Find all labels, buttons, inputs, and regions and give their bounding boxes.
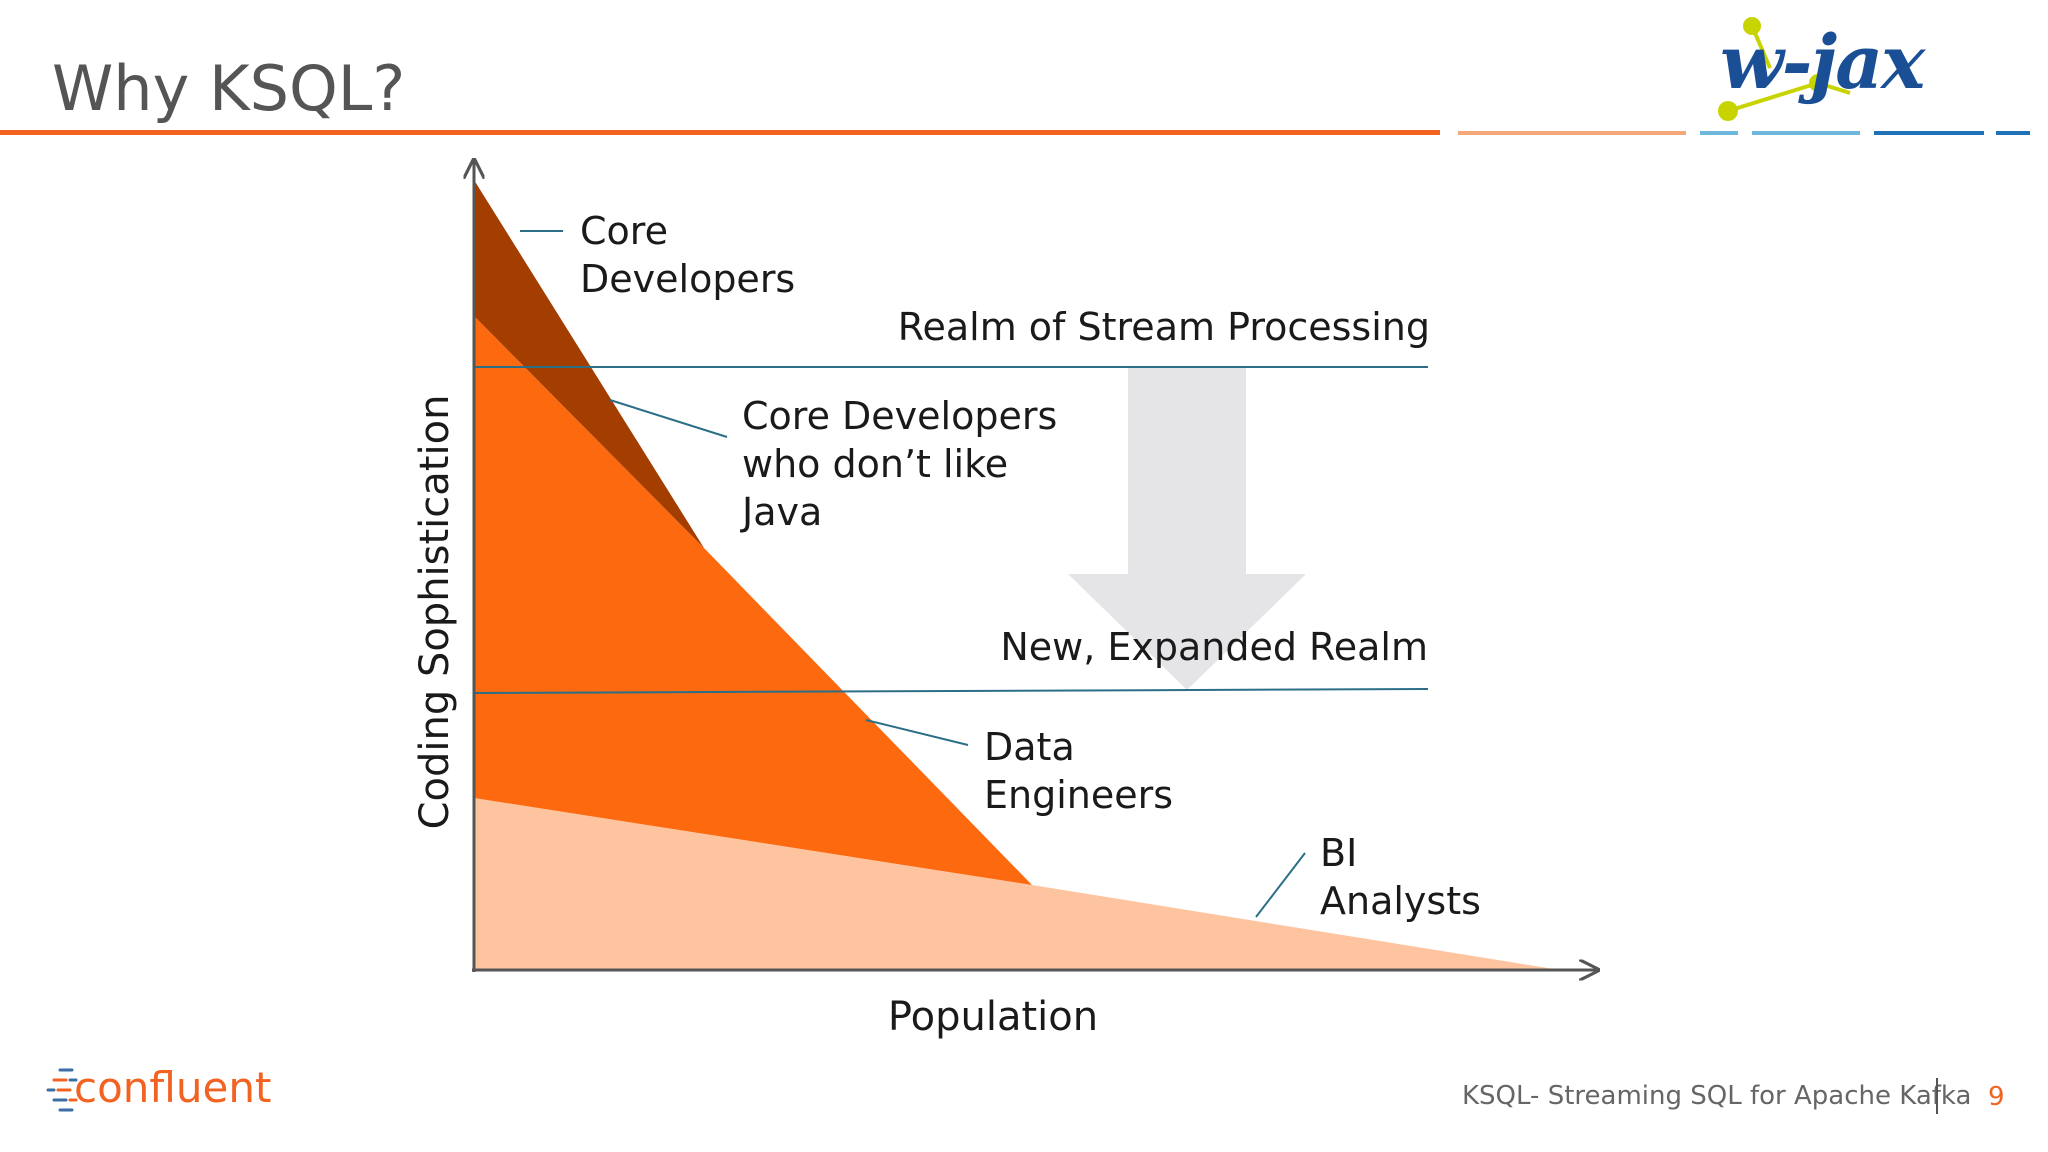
footer-text: KSQL- Streaming SQL for Apache Kafka <box>1462 1081 1972 1111</box>
label-core-no-java-line3: Java <box>740 490 822 534</box>
svg-text:BI: BI <box>1320 831 1357 875</box>
y-axis-label: Coding Sophistication <box>412 395 458 830</box>
leader-core-no-java <box>609 399 728 438</box>
header-dash-blue <box>1700 131 1738 135</box>
svg-text:Core Developers: Core Developers <box>742 394 1057 438</box>
page-number: 9 <box>1988 1082 2005 1112</box>
core-developers-region <box>474 180 704 548</box>
svg-text:Engineers: Engineers <box>984 773 1173 817</box>
realm-bottom-line <box>473 688 1429 694</box>
svg-text:who don’t like: who don’t like <box>742 442 1008 486</box>
downward-arrow-icon <box>1068 368 1306 690</box>
svg-text:Java: Java <box>740 490 822 534</box>
slide-title: Why KSQL? <box>52 52 406 125</box>
leader-bi-analysts <box>1255 852 1306 918</box>
header-dash-orange <box>1458 131 1686 135</box>
label-data-engineers-line2: Engineers <box>984 773 1173 817</box>
label-bi-analysts-line1: BI <box>1320 831 1357 875</box>
header-dash-blue <box>1874 131 1984 135</box>
header-rule <box>0 130 1440 135</box>
x-axis-label: Population <box>888 994 1098 1040</box>
label-bi-analysts-line2: Analysts <box>1320 879 1481 923</box>
svg-text:confluent: confluent <box>74 1063 271 1112</box>
leader-data-engineers <box>865 719 969 746</box>
label-core-no-java-line2: who don’t like <box>742 442 1008 486</box>
bi-analysts-region <box>474 798 1560 970</box>
header-dash-blue <box>1752 131 1860 135</box>
svg-text:Data: Data <box>984 725 1075 769</box>
footer-divider <box>1936 1078 1938 1114</box>
realm-bottom-label: New, Expanded Realm <box>1000 625 1428 669</box>
header-dash-blue <box>1996 131 2030 135</box>
label-core-developers-line1: Core <box>580 209 668 253</box>
label-data-engineers-line1: Data <box>984 725 1075 769</box>
svg-text:Analysts: Analysts <box>1320 879 1481 923</box>
label-core-no-java-line1: Core Developers <box>742 394 1057 438</box>
svg-text:Core: Core <box>580 209 668 253</box>
data-engineers-region <box>474 316 1032 885</box>
wjax-logo: w-jax <box>1718 17 1928 121</box>
realm-top-label: Realm of Stream Processing <box>898 305 1430 349</box>
svg-text:Developers: Developers <box>580 257 795 301</box>
svg-text:w-jax: w-jax <box>1720 20 1926 106</box>
label-core-developers-line2: Developers <box>580 257 795 301</box>
confluent-logo: confluent <box>46 1063 271 1112</box>
